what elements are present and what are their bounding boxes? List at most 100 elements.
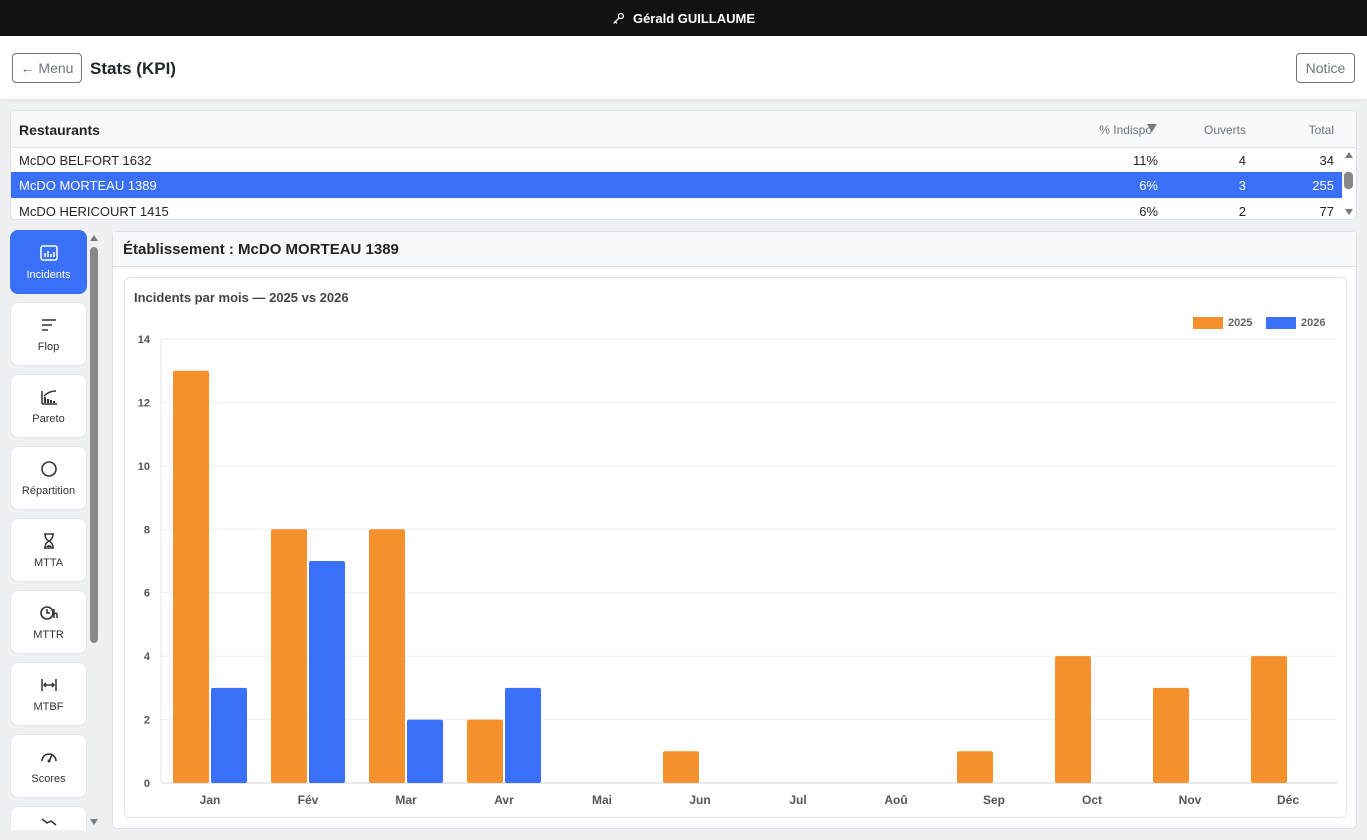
- sidebar-item-mtbf[interactable]: MTBF: [10, 662, 87, 726]
- arrows-between-icon: [40, 679, 57, 691]
- legend-label: 2026: [1301, 317, 1325, 329]
- scroll-down-icon[interactable]: [1345, 209, 1353, 215]
- x-tick-label: Jan: [200, 793, 221, 807]
- top-bar: Gérald GUILLAUME: [0, 0, 1367, 36]
- sidebar-item-pareto[interactable]: Pareto: [10, 374, 87, 438]
- restaurant-total: 77: [1319, 204, 1334, 219]
- bar-2025-Oct: [1055, 656, 1091, 783]
- y-tick-label: 10: [138, 461, 150, 473]
- bar-2025-Mar: [369, 529, 405, 783]
- sidebar-scrollbar[interactable]: [89, 233, 100, 829]
- sidebar-item-incidents[interactable]: Incidents: [10, 230, 87, 294]
- sidebar-item-label: MTTR: [33, 629, 64, 641]
- bar-2025-Fév: [271, 529, 307, 783]
- legend-swatch-2025: [1193, 317, 1223, 329]
- sidebar-item-mtta[interactable]: MTTA: [10, 518, 87, 582]
- sidebar-item-label: Pareto: [32, 413, 65, 425]
- y-tick-label: 6: [144, 588, 150, 600]
- clock-h-icon: [39, 606, 58, 620]
- bar-2025-Sep: [957, 751, 993, 783]
- restaurants-table-header: Restaurants % Indispo Ouverts Total: [11, 111, 1356, 148]
- x-tick-label: Mar: [395, 793, 417, 807]
- gauge-icon: [40, 753, 57, 763]
- sidebar-item-label: MTTA: [33, 557, 64, 569]
- sort-desc-icon[interactable]: [1147, 124, 1157, 133]
- key-icon: [613, 12, 624, 24]
- sidebar-item-flop[interactable]: Flop: [10, 302, 87, 366]
- sidebar-item-label: Flop: [37, 341, 60, 353]
- y-tick-label: 8: [144, 524, 150, 536]
- user-name: Gérald GUILLAUME: [632, 10, 756, 26]
- circle-icon: [40, 461, 57, 477]
- sidebar-item-more[interactable]: [10, 806, 87, 830]
- table-row-selected[interactable]: McDO MORTEAU 1389 6% 3 255: [11, 172, 1342, 198]
- restaurant-name: McDO HERICOURT 1415: [19, 204, 169, 219]
- restaurant-indispo: 11%: [1132, 153, 1158, 168]
- bar-2025-Jan: [173, 370, 209, 783]
- hourglass-icon: [43, 533, 54, 549]
- y-tick-label: 14: [138, 334, 151, 346]
- bar-2025-Déc: [1251, 656, 1287, 783]
- sidebar-item-label: MTBF: [33, 701, 64, 713]
- x-tick-label: Sep: [983, 793, 1005, 807]
- restaurant-total: 34: [1319, 153, 1334, 168]
- sidebar-item-label: Scores: [31, 773, 66, 785]
- y-tick-label: 2: [144, 715, 150, 727]
- restaurants-table: Restaurants % Indispo Ouverts Total McDO…: [10, 110, 1357, 220]
- restaurants-title: Restaurants: [19, 122, 100, 138]
- menu-button[interactable]: ← Menu: [12, 53, 82, 83]
- legend-label: 2025: [1228, 317, 1252, 329]
- chart-title: Incidents par mois — 2025 vs 2026: [134, 290, 349, 305]
- bar-2025-Avr: [467, 719, 503, 783]
- y-tick-label: 12: [138, 397, 150, 409]
- pareto-icon: [40, 390, 57, 405]
- sidebar-item-scores[interactable]: Scores: [10, 734, 87, 798]
- bar-2026-Avr: [505, 687, 541, 783]
- scrollbar-thumb[interactable]: [90, 247, 98, 643]
- column-ouverts[interactable]: Ouverts: [1203, 123, 1246, 137]
- x-tick-label: Avr: [494, 793, 514, 807]
- bar-chart-icon: [39, 245, 58, 261]
- scroll-down-icon[interactable]: [90, 819, 98, 825]
- x-tick-label: Nov: [1179, 793, 1202, 807]
- y-tick-label: 4: [144, 651, 151, 663]
- restaurant-name: McDO MORTEAU 1389: [19, 178, 157, 193]
- x-tick-label: Mai: [592, 793, 612, 807]
- x-tick-label: Fév: [298, 793, 319, 807]
- x-tick-label: Aoû: [884, 793, 907, 807]
- page-title: Stats (KPI): [90, 59, 176, 78]
- column-total[interactable]: Total: [1308, 123, 1334, 137]
- restaurant-ouverts: 2: [1238, 204, 1246, 219]
- scrollbar-thumb[interactable]: [1344, 172, 1353, 189]
- establishment-header: Établissement : McDO MORTEAU 1389: [113, 232, 1356, 267]
- sidebar-item-label: Répartition: [21, 485, 76, 497]
- sidebar-item-repartition[interactable]: Répartition: [10, 446, 87, 510]
- y-tick-label: 0: [144, 778, 150, 790]
- incidents-chart-card: 0 2 4 6 8 10 12 14 Jan Fév Mar Avr Mai Jun Jul Aoû Sep Oc…: [124, 277, 1347, 818]
- column-indispo[interactable]: % Indispo: [1099, 123, 1152, 137]
- bar-2025-Jun: [663, 751, 699, 783]
- bar-2025-Nov: [1153, 687, 1189, 783]
- page-header: ← Menu Stats (KPI) Notice: [0, 36, 1367, 99]
- table-row[interactable]: McDO BELFORT 1632 11% 4 34: [11, 147, 1342, 173]
- sidebar-item-mttr[interactable]: MTTR: [10, 590, 87, 654]
- x-tick-label: Jun: [689, 793, 710, 807]
- bar-2026-Fév: [309, 561, 345, 783]
- restaurant-ouverts: 4: [1238, 153, 1246, 168]
- list-icon: [41, 319, 56, 331]
- trend-line-icon: [41, 818, 56, 826]
- restaurant-total: 255: [1312, 178, 1334, 193]
- restaurant-indispo: 6%: [1139, 204, 1158, 219]
- table-scrollbar[interactable]: [1343, 148, 1355, 219]
- restaurant-ouverts: 3: [1238, 178, 1246, 193]
- notice-button[interactable]: Notice: [1296, 53, 1355, 83]
- incidents-chart: 0 2 4 6 8 10 12 14 Jan Fév Mar Avr Mai Jun Jul Aoû Sep Oc…: [138, 317, 1337, 807]
- bar-2026-Mar: [407, 719, 443, 783]
- scroll-up-icon[interactable]: [90, 235, 98, 241]
- establishment-title: Établissement : McDO MORTEAU 1389: [123, 241, 399, 258]
- x-tick-label: Oct: [1082, 793, 1102, 807]
- scroll-up-icon[interactable]: [1345, 152, 1353, 158]
- establishment-panel: Établissement : McDO MORTEAU 1389 0 2 4 6 8 1…: [112, 231, 1357, 829]
- x-tick-label: Jul: [789, 793, 806, 807]
- table-row[interactable]: McDO HERICOURT 1415 6% 2 77: [11, 198, 1342, 219]
